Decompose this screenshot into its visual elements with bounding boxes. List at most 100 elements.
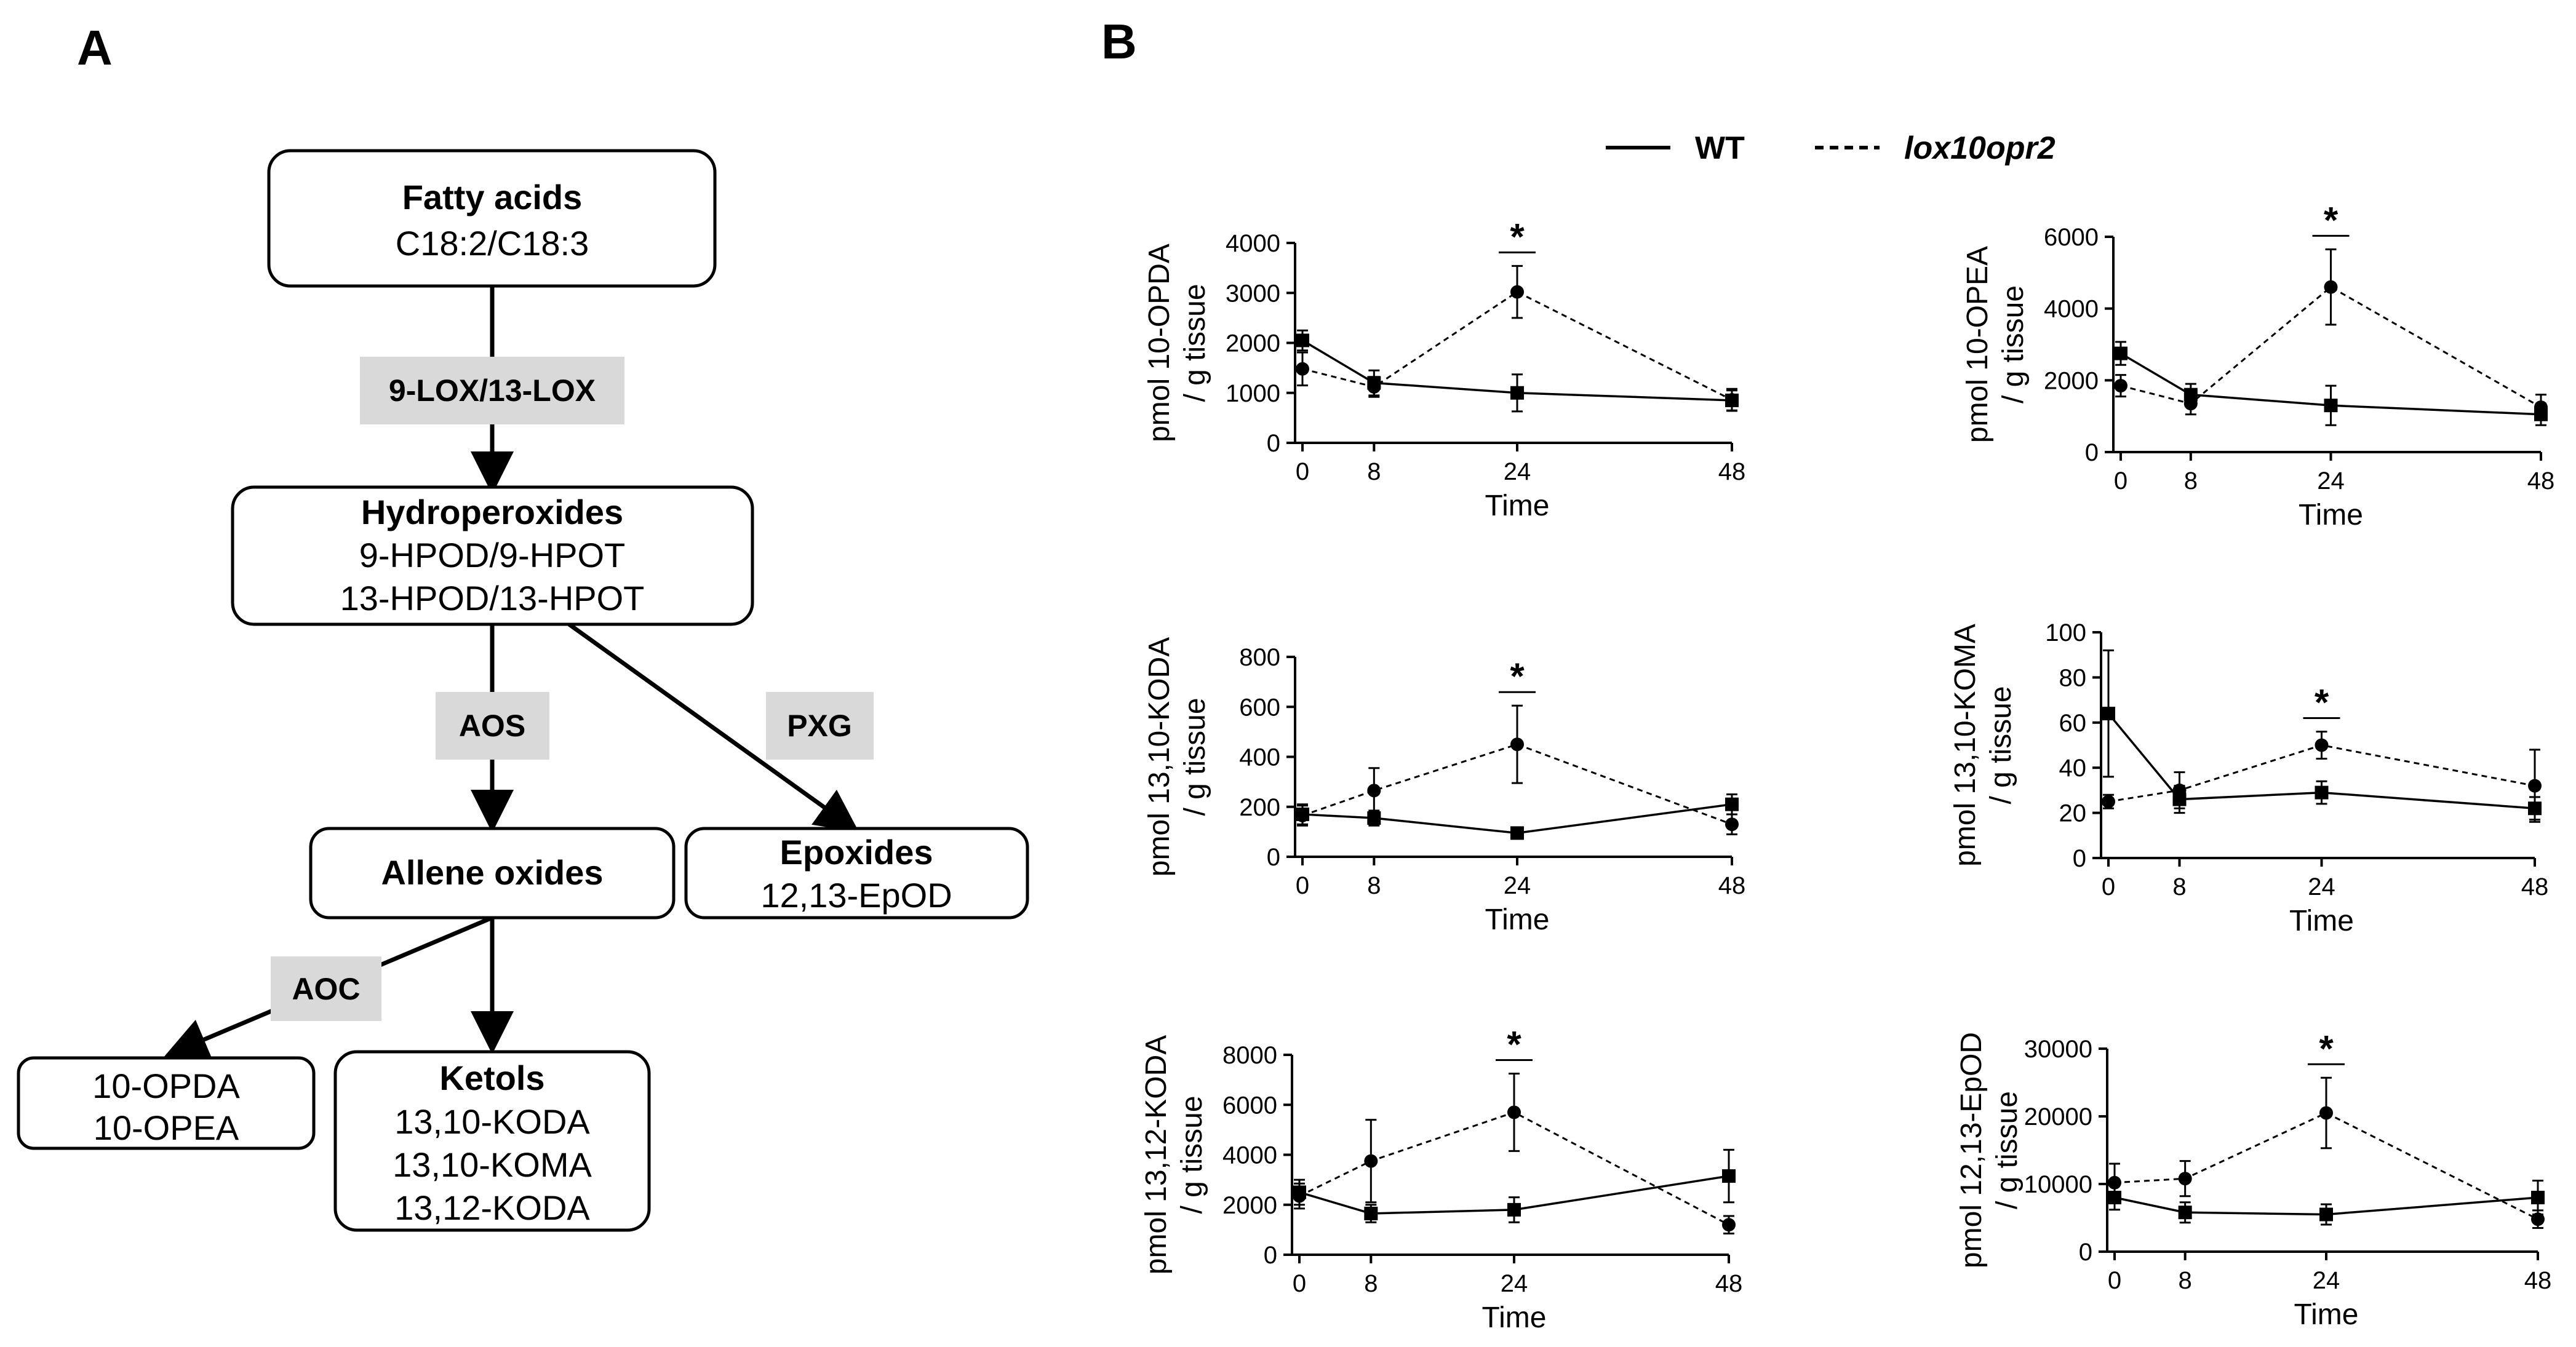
x-tick-label: 0 (1296, 458, 1309, 485)
data-point-circle (2114, 379, 2127, 393)
series-line-lox10opr2 (2120, 285, 2542, 408)
data-point-square (1725, 797, 1739, 811)
y-tick-label: 1000 (1226, 380, 1280, 407)
node-allene-oxides (309, 827, 676, 920)
significance-star: * (1510, 216, 1525, 257)
data-point-circle (2534, 400, 2548, 415)
data-point-circle (1722, 1218, 1736, 1232)
node-opda-opea (17, 1056, 316, 1150)
y-tick-label: 4000 (1226, 230, 1280, 257)
data-point-circle (2528, 779, 2542, 793)
data-point-square (1510, 386, 1524, 400)
panel-b-label: B (1101, 14, 1137, 69)
node-ketols-line-3: 13,12-KODA (394, 1188, 590, 1227)
data-point-circle (2172, 783, 2187, 797)
node-fatty-acids (267, 149, 717, 288)
data-point-square (1364, 1206, 1378, 1220)
x-tick-label: 0 (2102, 873, 2115, 900)
y-axis-label: pmol 13,10-KODA / g tissue (1143, 637, 1211, 877)
x-tick-label: 8 (1367, 458, 1381, 485)
y-tick-label: 0 (2085, 439, 2099, 466)
x-tick-label: 24 (1501, 1270, 1528, 1297)
x-tick-label: 0 (1293, 1270, 1306, 1297)
y-tick-label: 4000 (2044, 296, 2099, 323)
enzyme-lox-label: 9-LOX/13-LOX (389, 373, 596, 408)
x-tick-label: 48 (1718, 872, 1746, 899)
panel-a: A 9-LOX/13-LOX AOS PXG AOC Fatty acids C… (17, 20, 1029, 1232)
series-line-lox10opr2 (1302, 290, 1733, 401)
y-axis-label: pmol 13,12-KODA / g tissue (1140, 1035, 1208, 1275)
data-point-square (1296, 333, 1309, 348)
data-point-square (1367, 811, 1381, 825)
data-point-square (1507, 1202, 1521, 1217)
data-point-circle (1367, 380, 1381, 394)
node-epoxides-line: 12,13-EpOD (760, 876, 952, 915)
y-tick-label: 0 (1267, 430, 1280, 457)
x-axis-label: Time (1485, 490, 1550, 522)
data-point-square (1510, 826, 1524, 840)
x-tick-label: 24 (2308, 873, 2335, 900)
y-axis-label-line-2: / g tissue (1176, 1095, 1208, 1214)
enzyme-aoc-label: AOC (292, 972, 360, 1006)
y-axis-label-line-1: pmol 10-OPDA (1143, 244, 1176, 442)
data-point-square (2531, 1191, 2545, 1204)
data-point-square (2324, 399, 2338, 413)
y-axis-label: pmol 12,13-EpOD / g tissue (1955, 1032, 2024, 1268)
node-hydroperoxides (231, 485, 754, 626)
y-tick-label: 0 (1267, 844, 1280, 871)
data-point-circle (2178, 1172, 2192, 1186)
x-tick-label: 8 (2172, 873, 2186, 900)
data-point-circle (2102, 795, 2115, 809)
node-hydroperoxides-line-2: 13-HPOD/13-HPOT (340, 579, 645, 618)
x-tick-label: 48 (2524, 1267, 2552, 1294)
node-hydroperoxides-line-1: 9-HPOD/9-HPOT (359, 536, 626, 574)
enzyme-pxg-box (766, 692, 874, 760)
node-ketols-line-1: 13,10-KODA (394, 1102, 590, 1141)
enzyme-lox-box (360, 357, 624, 424)
data-point-circle (2319, 1106, 2333, 1120)
y-tick-label: 0 (1264, 1242, 1277, 1269)
x-tick-label: 24 (1504, 872, 1531, 899)
chart-1: 0 1000 2000 3000 4000 0 8 24 48 Time pmol 10-OPDA /… (1143, 216, 1745, 522)
y-tick-label: 20000 (2024, 1103, 2092, 1130)
arrow-hydroperoxides-to-epoxides (567, 622, 859, 833)
x-tick-label: 48 (1715, 1270, 1743, 1297)
node-epoxides-title: Epoxides (780, 833, 933, 872)
x-axis-label: Time (2294, 1298, 2359, 1331)
data-point-circle (2315, 738, 2329, 752)
y-tick-label: 30000 (2024, 1036, 2092, 1063)
node-ketols-line-2: 13,10-KOMA (393, 1145, 592, 1184)
y-tick-label: 6000 (1222, 1092, 1277, 1119)
significance-star: * (2319, 1028, 2334, 1069)
y-tick-label: 200 (1239, 794, 1280, 821)
series-line-lox10opr2 (2114, 1111, 2538, 1220)
data-point-circle (1725, 393, 1739, 407)
enzyme-aoc-box (271, 956, 381, 1021)
node-hydroperoxides-title: Hydroperoxides (361, 493, 623, 531)
y-axis-label-line-1: pmol 10-OPEA (1961, 246, 1994, 443)
data-point-circle (1296, 808, 1309, 822)
x-tick-label: 0 (1296, 872, 1309, 899)
y-axis-label: pmol 10-OPDA / g tissue (1143, 244, 1211, 442)
x-tick-label: 24 (2313, 1267, 2340, 1294)
y-axis-label: pmol 13,10-KOMA / g tissue (1949, 624, 2017, 867)
y-tick-label: 2000 (1222, 1192, 1277, 1219)
data-point-circle (1296, 362, 1309, 376)
x-axis-label: Time (2289, 905, 2354, 937)
y-tick-label: 6000 (2044, 224, 2099, 251)
significance-star: * (2324, 199, 2339, 240)
x-tick-label: 0 (2114, 467, 2127, 495)
y-axis-label-line-1: pmol 13,10-KOMA (1949, 624, 1982, 867)
node-opda-opea-line-2: 10-OPEA (94, 1108, 239, 1147)
data-point-circle (2183, 397, 2198, 411)
x-tick-label: 8 (2179, 1267, 2192, 1294)
legend-wt-label: WT (1695, 130, 1745, 166)
y-tick-label: 60 (2059, 710, 2087, 737)
series-line-WT (1302, 339, 1733, 402)
data-point-circle (1725, 817, 1739, 832)
series-line-WT (2114, 1196, 2538, 1216)
y-tick-label: 3000 (1226, 280, 1280, 307)
y-tick-label: 4000 (1222, 1142, 1277, 1169)
